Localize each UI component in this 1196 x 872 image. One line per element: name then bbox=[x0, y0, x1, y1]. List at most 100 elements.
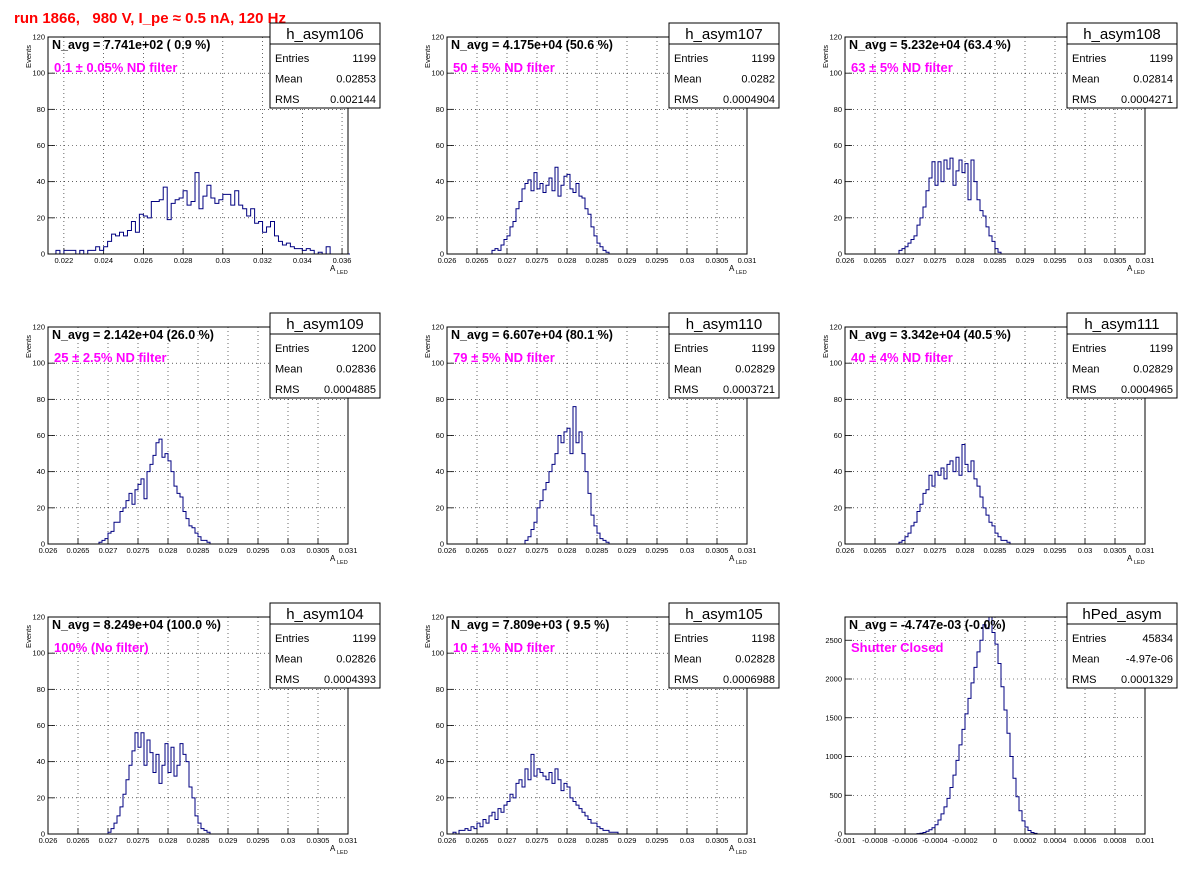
stat-label: RMS bbox=[674, 94, 698, 106]
y-tick-label: 60 bbox=[37, 431, 45, 440]
x-tick-label: 0.031 bbox=[1136, 256, 1155, 265]
plot-frame bbox=[446, 36, 748, 255]
x-axis-label: A bbox=[1127, 554, 1133, 563]
stat-value: 0.02826 bbox=[336, 654, 376, 666]
y-tick-label: 0 bbox=[440, 540, 444, 549]
y-tick-label: 20 bbox=[37, 793, 45, 802]
stat-value: 0.02828 bbox=[735, 654, 775, 666]
run-title: run 1866, 980 V, I_pe ≈ 0.5 nA, 120 Hz bbox=[14, 10, 286, 27]
y-tick-label: 40 bbox=[834, 467, 842, 476]
histogram-panel-h_asym104: 0.026 0.0265 0.027 0.0275 0.028 0.0285 0.029 0.… bbox=[24, 602, 381, 856]
x-tick-label: 0.031 bbox=[339, 546, 358, 555]
x-axis-label-sub: LED bbox=[337, 850, 348, 856]
x-tick-label: 0.0295 bbox=[1044, 546, 1067, 555]
y-axis-label: Events bbox=[24, 335, 33, 358]
x-tick-label: 0 bbox=[993, 836, 997, 845]
stat-label: RMS bbox=[674, 674, 698, 686]
y-tick-label: 60 bbox=[37, 141, 45, 150]
histogram-panel-h_asym110: 0.026 0.0265 0.027 0.0275 0.028 0.0285 0.029 0.… bbox=[423, 312, 780, 566]
stat-label: Mean bbox=[674, 364, 702, 376]
x-tick-label: 0.031 bbox=[339, 836, 358, 845]
stat-label: RMS bbox=[1072, 94, 1096, 106]
x-tick-label: -0.0008 bbox=[862, 836, 887, 845]
histogram-bars bbox=[916, 616, 1038, 835]
stat-label: Mean bbox=[275, 364, 303, 376]
stat-value: 1199 bbox=[1149, 53, 1173, 65]
stat-value: 0.0004904 bbox=[723, 94, 775, 106]
y-tick-label: 20 bbox=[834, 213, 842, 222]
y-tick-label: 20 bbox=[436, 213, 444, 222]
x-tick-label: 0.0275 bbox=[526, 256, 549, 265]
y-tick-label: 80 bbox=[436, 105, 444, 114]
y-tick-label: 120 bbox=[32, 33, 45, 42]
x-tick-label: 0.0265 bbox=[67, 546, 90, 555]
stat-value: 0.02836 bbox=[336, 364, 376, 376]
x-tick-label: 0.027 bbox=[498, 256, 517, 265]
histogram-name: h_asym105 bbox=[685, 606, 763, 623]
stat-label: RMS bbox=[275, 94, 299, 106]
y-tick-label: 100 bbox=[829, 69, 842, 78]
x-tick-label: 0.03 bbox=[680, 836, 695, 845]
x-tick-label: 0.031 bbox=[738, 836, 757, 845]
stat-value: 0.02829 bbox=[1133, 364, 1173, 376]
navg-label: N_avg = 5.232e+04 (63.4 %) bbox=[849, 38, 1011, 52]
navg-label: N_avg = 6.607e+04 (80.1 %) bbox=[451, 328, 613, 342]
stats-box bbox=[1066, 602, 1178, 689]
y-tick-label: 80 bbox=[37, 395, 45, 404]
y-tick-label: 60 bbox=[436, 141, 444, 150]
y-tick-label: 20 bbox=[37, 503, 45, 512]
stat-value: 1199 bbox=[751, 343, 775, 355]
histogram-bars bbox=[898, 157, 1002, 254]
x-tick-label: 0.0265 bbox=[67, 836, 90, 845]
stat-value: 1199 bbox=[751, 53, 775, 65]
stats-box bbox=[1066, 22, 1178, 109]
histogram-bars bbox=[452, 753, 619, 835]
x-tick-label: 0.0285 bbox=[187, 836, 210, 845]
x-tick-label: 0.024 bbox=[94, 256, 113, 265]
y-tick-label: 120 bbox=[431, 33, 444, 42]
stat-label: Entries bbox=[674, 343, 709, 355]
histogram-bars bbox=[524, 406, 610, 544]
y-tick-label: 40 bbox=[436, 177, 444, 186]
x-tick-label: 0.0275 bbox=[924, 256, 947, 265]
y-tick-label: 0 bbox=[41, 830, 45, 839]
histogram-name: h_asym108 bbox=[1083, 26, 1161, 43]
stat-value: 0.0004965 bbox=[1121, 384, 1173, 396]
stat-value: 1198 bbox=[751, 633, 775, 645]
filter-label: Shutter Closed bbox=[851, 640, 944, 655]
histogram-bars bbox=[491, 166, 610, 254]
y-tick-label: 80 bbox=[37, 105, 45, 114]
x-tick-label: 0.0008 bbox=[1104, 836, 1127, 845]
histogram-bars bbox=[48, 172, 350, 255]
y-tick-label: 0 bbox=[838, 250, 842, 259]
navg-label: N_avg = 4.175e+04 (50.6 %) bbox=[451, 38, 613, 52]
histogram-name: h_asym110 bbox=[686, 316, 762, 333]
x-tick-label: 0.0305 bbox=[1104, 256, 1127, 265]
x-tick-label: 0.029 bbox=[618, 546, 637, 555]
stat-label: RMS bbox=[1072, 384, 1096, 396]
x-tick-label: 0.0285 bbox=[586, 546, 609, 555]
stat-label: Entries bbox=[275, 53, 310, 65]
x-axis-label-sub: LED bbox=[337, 270, 348, 276]
y-tick-label: 100 bbox=[431, 359, 444, 368]
stat-label: Mean bbox=[275, 654, 303, 666]
x-tick-label: 0.03 bbox=[1078, 546, 1093, 555]
y-tick-label: 80 bbox=[37, 685, 45, 694]
x-axis-label-sub: LED bbox=[736, 850, 747, 856]
x-axis-label: A bbox=[1127, 264, 1133, 273]
y-tick-label: 100 bbox=[431, 649, 444, 658]
y-tick-label: 40 bbox=[37, 757, 45, 766]
x-tick-label: 0.0265 bbox=[864, 546, 887, 555]
plot-frame bbox=[47, 616, 349, 835]
x-tick-label: 0.03 bbox=[281, 836, 296, 845]
x-tick-label: 0.0285 bbox=[187, 546, 210, 555]
navg-label: N_avg = 8.249e+04 (100.0 %) bbox=[52, 618, 221, 632]
y-tick-label: 120 bbox=[829, 323, 842, 332]
x-tick-label: 0.0285 bbox=[586, 836, 609, 845]
x-tick-label: 0.028 bbox=[558, 546, 577, 555]
y-tick-label: 120 bbox=[32, 613, 45, 622]
x-tick-label: 0.0002 bbox=[1014, 836, 1037, 845]
y-tick-label: 60 bbox=[436, 721, 444, 730]
x-tick-label: 0.028 bbox=[956, 256, 975, 265]
filter-label: 0.1 ± 0.05% ND filter bbox=[54, 60, 177, 75]
